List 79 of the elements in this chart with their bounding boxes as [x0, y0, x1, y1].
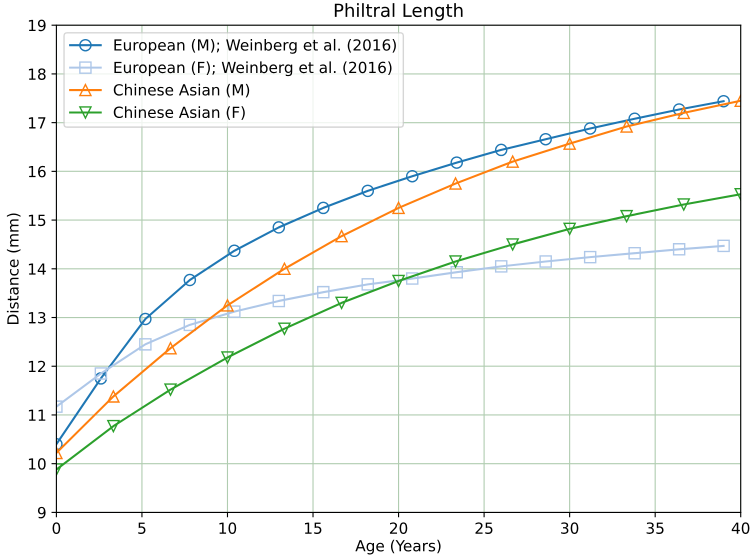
y-tick-label: 19	[28, 20, 46, 32]
y-tick-label: 11	[28, 410, 46, 421]
point	[107, 420, 120, 432]
point	[164, 342, 177, 354]
point	[672, 243, 686, 256]
point	[620, 120, 633, 133]
x-tick-label: 10	[219, 522, 236, 534]
point	[506, 238, 519, 251]
point	[672, 103, 686, 116]
y-tick-label: 13	[28, 312, 46, 324]
x-tick-label: 5	[138, 522, 146, 534]
point	[449, 255, 462, 268]
x-axis-title: Age (Years)	[355, 540, 441, 554]
x-tick-label: 20	[390, 522, 408, 534]
point	[678, 106, 690, 120]
point	[678, 198, 690, 211]
point	[272, 221, 286, 234]
legend-label: European (M); Weinberg et al. (2016)	[114, 38, 396, 54]
legend-label: Chinese Asian (M)	[114, 84, 250, 98]
point	[335, 230, 348, 242]
point	[317, 202, 330, 214]
point	[139, 312, 152, 326]
y-tick-label: 12	[28, 360, 46, 372]
y-tick-label: 15	[28, 214, 46, 226]
point	[94, 367, 108, 380]
legend-label: Chinese Asian (F)	[114, 106, 245, 120]
y-tick-label: 17	[28, 117, 46, 128]
point	[628, 112, 641, 125]
point	[406, 170, 418, 182]
point	[139, 338, 152, 351]
point	[317, 286, 330, 298]
point	[335, 296, 348, 310]
point	[184, 318, 196, 332]
x-tick-label: 25	[476, 522, 492, 534]
point	[228, 305, 241, 318]
point	[584, 250, 596, 264]
point	[494, 144, 508, 156]
chart-title: Philtral Length	[334, 3, 463, 21]
point	[717, 94, 730, 108]
point	[450, 156, 463, 169]
y-tick-label: 9	[38, 506, 46, 518]
point	[392, 202, 405, 214]
x-tick-label: 40	[732, 522, 750, 534]
point	[717, 240, 730, 252]
point	[362, 278, 374, 291]
x-tick-label: 0	[52, 522, 60, 534]
point	[449, 177, 462, 190]
x-tick-label: 15	[304, 522, 322, 534]
point	[392, 274, 405, 288]
point	[539, 255, 552, 268]
point	[494, 260, 508, 273]
point	[164, 383, 177, 396]
point	[184, 274, 196, 286]
point	[221, 351, 234, 364]
point	[563, 222, 576, 236]
y-tick-label: 14	[28, 263, 46, 275]
point	[221, 299, 234, 312]
y-tick-label: 16	[28, 166, 46, 178]
x-tick-label: 30	[561, 522, 578, 534]
legend-label: European (F); Weinberg et al. (2016)	[114, 61, 392, 76]
point	[228, 244, 241, 258]
point	[506, 155, 519, 168]
point	[278, 262, 291, 276]
point	[584, 122, 596, 135]
x-tick-label: 35	[646, 522, 664, 534]
point	[563, 137, 576, 150]
point	[628, 246, 641, 260]
y-tick-label: 10	[28, 458, 46, 470]
point	[272, 294, 286, 308]
point	[362, 184, 374, 198]
y-axis-title: Distance (mm)	[6, 213, 21, 324]
y-tick-label: 18	[28, 68, 46, 80]
point	[450, 266, 463, 278]
point	[107, 390, 120, 403]
point	[539, 132, 552, 146]
point	[406, 272, 418, 285]
point	[94, 372, 108, 385]
point	[620, 210, 633, 222]
point	[278, 322, 291, 335]
